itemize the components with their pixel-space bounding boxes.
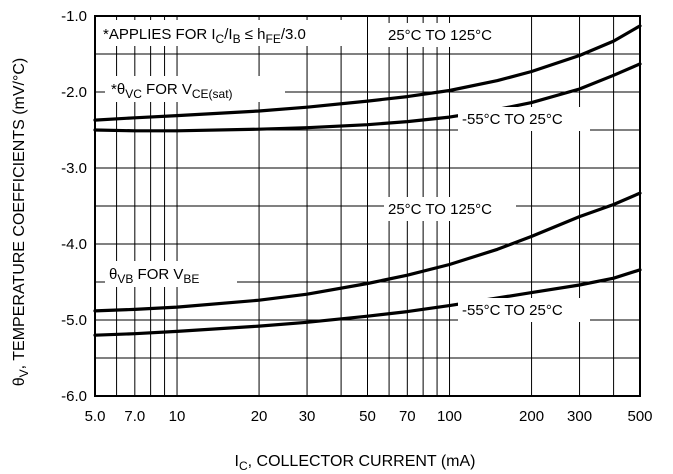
y-axis-title: θV, TEMPERATURE COEFFICIENTS (mV/°C)	[11, 58, 31, 387]
series-line-2	[93, 62, 642, 133]
y-tick-label: -6.0	[61, 388, 87, 405]
plot-frame	[94, 15, 641, 397]
series-label-background	[384, 23, 516, 47]
y-tick-label: -3.0	[61, 160, 87, 177]
series-layer	[93, 24, 642, 337]
tick-labels: 5.0 7.0 10 20 30 50 70 100 200 300 500 -1.0 -2.0 -3.0…	[61, 8, 652, 425]
x-tick-label: 300	[567, 408, 592, 425]
x-tick-label: 70	[399, 408, 416, 425]
x-tick-label: 50	[359, 408, 376, 425]
x-tick-label: 100	[437, 408, 462, 425]
x-tick-label: 500	[627, 408, 652, 425]
series-line-4	[93, 268, 642, 337]
x-tick-label: 20	[251, 408, 268, 425]
y-tick-label: -4.0	[61, 236, 87, 253]
series-label-1: 25°C TO 125°C	[388, 27, 492, 44]
series-label-background	[384, 197, 516, 221]
series-label-4: -55°C TO 25°C	[462, 302, 563, 319]
series-label-background	[458, 298, 590, 322]
theta-vc-group-label: *θVC FOR VCE(sat)	[111, 81, 233, 101]
applies-note: *APPLIES FOR IC/IB ≤ hFE/3.0	[103, 26, 306, 46]
x-tick-label: 5.0	[85, 408, 106, 425]
x-tick-label: 30	[299, 408, 316, 425]
y-tick-label: -1.0	[61, 8, 87, 25]
note-background	[99, 20, 364, 46]
y-tick-label: -5.0	[61, 312, 87, 329]
x-tick-label: 200	[519, 408, 544, 425]
theta-vb-label-background	[105, 261, 237, 287]
grid	[94, 15, 641, 397]
x-tick-label: 10	[169, 408, 186, 425]
series-line-3	[93, 191, 642, 313]
x-axis-title: IC, COLLECTOR CURRENT (mA)	[235, 453, 476, 473]
theta-vb-group-label: θVB FOR VBE	[109, 266, 199, 286]
series-label-2: -55°C TO 25°C	[462, 111, 563, 128]
series-label-background	[458, 107, 590, 131]
x-tick-label: 7.0	[124, 408, 145, 425]
label-layer: *APPLIES FOR IC/IB ≤ hFE/3.0 *θVC FOR VCE…	[99, 20, 590, 322]
series-line-1	[93, 24, 642, 122]
theta-vc-label-background	[105, 76, 285, 102]
series-label-3: 25°C TO 125°C	[388, 201, 492, 218]
y-tick-label: -2.0	[61, 84, 87, 101]
